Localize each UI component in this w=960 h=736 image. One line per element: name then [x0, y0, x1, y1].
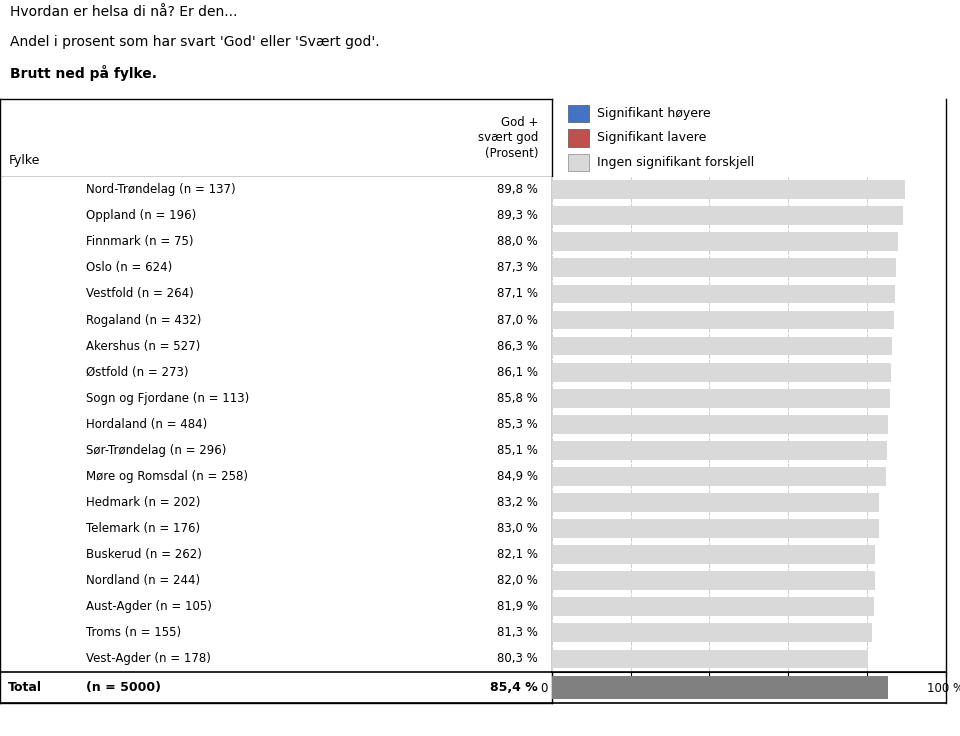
Text: 87,0 %: 87,0 %: [497, 314, 539, 327]
Text: Troms (n = 155): Troms (n = 155): [85, 626, 180, 640]
Text: 89,8 %: 89,8 %: [497, 183, 539, 197]
Text: Rogaland (n = 432): Rogaland (n = 432): [85, 314, 201, 327]
Bar: [552, 285, 895, 303]
Bar: [552, 545, 876, 564]
Text: Hordaland (n = 484): Hordaland (n = 484): [85, 418, 206, 431]
Text: Aust-Agder (n = 105): Aust-Agder (n = 105): [85, 601, 211, 613]
Bar: [552, 650, 868, 668]
Bar: [552, 206, 903, 225]
Text: 87,1 %: 87,1 %: [497, 288, 539, 300]
Text: 81,3 %: 81,3 %: [497, 626, 539, 640]
Text: 83,2 %: 83,2 %: [497, 496, 539, 509]
Bar: [552, 519, 878, 538]
Bar: [552, 676, 888, 698]
Bar: [567, 130, 589, 146]
Text: 80,3 %: 80,3 %: [497, 652, 539, 665]
Text: Andel i prosent som har svart 'God' eller 'Svært god'.: Andel i prosent som har svart 'God' elle…: [10, 35, 379, 49]
Text: 82,0 %: 82,0 %: [497, 574, 539, 587]
Bar: [552, 311, 895, 330]
Text: Telemark (n = 176): Telemark (n = 176): [85, 522, 200, 535]
Text: 85,8 %: 85,8 %: [497, 392, 539, 405]
Bar: [552, 389, 890, 408]
Text: 87,3 %: 87,3 %: [497, 261, 539, 275]
Text: 86,1 %: 86,1 %: [497, 366, 539, 378]
Text: Sogn og Fjordane (n = 113): Sogn og Fjordane (n = 113): [85, 392, 249, 405]
Text: Fylke: Fylke: [9, 155, 39, 167]
Bar: [552, 623, 872, 643]
Text: Hvordan er helsa di nå? Er den...: Hvordan er helsa di nå? Er den...: [10, 5, 237, 19]
Text: 84,9 %: 84,9 %: [497, 470, 539, 483]
Text: 85,3 %: 85,3 %: [497, 418, 539, 431]
Text: Buskerud (n = 262): Buskerud (n = 262): [85, 548, 202, 561]
Text: Møre og Romsdal (n = 258): Møre og Romsdal (n = 258): [85, 470, 248, 483]
Bar: [552, 336, 892, 355]
Text: Østfold (n = 273): Østfold (n = 273): [85, 366, 188, 378]
Bar: [552, 441, 887, 460]
Text: 85,4 %: 85,4 %: [491, 681, 539, 694]
Text: Oslo (n = 624): Oslo (n = 624): [85, 261, 172, 275]
Bar: [552, 493, 879, 512]
Text: Hedmark (n = 202): Hedmark (n = 202): [85, 496, 200, 509]
Text: Signifikant høyere: Signifikant høyere: [597, 107, 711, 120]
Text: Total: Total: [9, 681, 42, 694]
Text: 82,1 %: 82,1 %: [497, 548, 539, 561]
Text: Nordland (n = 244): Nordland (n = 244): [85, 574, 200, 587]
Text: Signifikant lavere: Signifikant lavere: [597, 132, 707, 144]
Text: 83,0 %: 83,0 %: [497, 522, 539, 535]
Text: Ingen signifikant forskjell: Ingen signifikant forskjell: [597, 156, 755, 169]
Bar: [552, 598, 875, 616]
Text: Sør-Trøndelag (n = 296): Sør-Trøndelag (n = 296): [85, 444, 226, 457]
Text: God +
svært god
(Prosent): God + svært god (Prosent): [478, 116, 539, 160]
Bar: [552, 415, 888, 434]
Text: 88,0 %: 88,0 %: [497, 236, 539, 248]
Text: Vest-Agder (n = 178): Vest-Agder (n = 178): [85, 652, 210, 665]
Bar: [552, 467, 886, 486]
Text: 89,3 %: 89,3 %: [497, 209, 539, 222]
Bar: [552, 363, 891, 381]
Text: 81,9 %: 81,9 %: [497, 601, 539, 613]
Text: Vestfold (n = 264): Vestfold (n = 264): [85, 288, 193, 300]
Text: Akershus (n = 527): Akershus (n = 527): [85, 339, 200, 353]
Bar: [552, 258, 896, 277]
Text: Finnmark (n = 75): Finnmark (n = 75): [85, 236, 193, 248]
Bar: [552, 180, 905, 199]
Bar: [567, 105, 589, 121]
Text: Brutt ned på fylke.: Brutt ned på fylke.: [10, 65, 156, 80]
Text: (n = 5000): (n = 5000): [85, 681, 160, 694]
Text: Nord-Trøndelag (n = 137): Nord-Trøndelag (n = 137): [85, 183, 235, 197]
Text: 85,1 %: 85,1 %: [497, 444, 539, 457]
Text: Oppland (n = 196): Oppland (n = 196): [85, 209, 196, 222]
Bar: [567, 155, 589, 171]
Bar: [552, 571, 875, 590]
Text: 86,3 %: 86,3 %: [497, 339, 539, 353]
Bar: [552, 233, 899, 251]
